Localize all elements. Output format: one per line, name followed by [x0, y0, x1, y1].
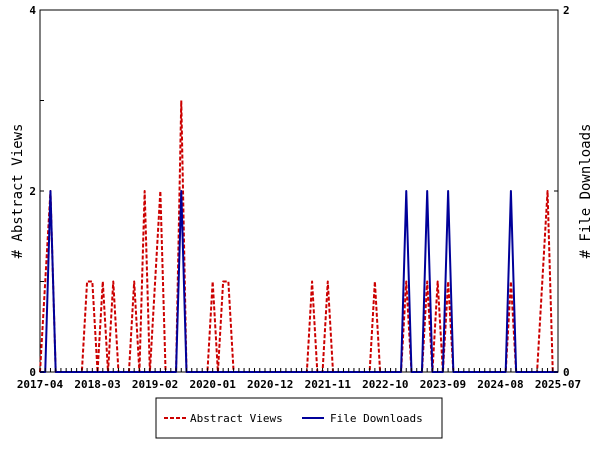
x-tick-label: 2020-12 — [247, 378, 293, 391]
x-tick-label: 2021-11 — [305, 378, 352, 391]
legend: Abstract Views File Downloads — [155, 397, 443, 439]
series-line-file-downloads — [40, 190, 558, 373]
legend-label-file-downloads: File Downloads — [330, 412, 423, 425]
y-tick-label-left: 0 — [29, 366, 36, 379]
y-tick-label-left: 2 — [29, 185, 36, 198]
x-tick-label: 2025-07 — [535, 378, 581, 391]
plot-area — [39, 9, 559, 373]
x-tick-label: 2019-02 — [132, 378, 178, 391]
y-tick-label-left: 4 — [29, 4, 36, 17]
y-axis-title-left: # Abstract Views — [10, 124, 26, 259]
y-tick-label-right: 0 — [563, 366, 570, 379]
x-tick-label: 2022-10 — [362, 378, 408, 391]
x-tick-label: 2020-01 — [189, 378, 236, 391]
series-layer — [39, 99, 558, 373]
x-tick-label: 2018-03 — [74, 378, 120, 391]
labels-layer: 2017-04 2018-03 2019-02 2020-01 2020-12 2021-… — [17, 4, 581, 391]
legend-label-abstract-views: Abstract Views — [190, 412, 283, 425]
x-tick-label: 2023-09 — [420, 378, 466, 391]
x-tick-label: 2024-08 — [477, 378, 523, 391]
y-tick-label-right: 2 — [563, 4, 570, 17]
legend-box — [155, 397, 443, 439]
ticks-layer — [39, 9, 559, 373]
y-axis-title-right: # File Downloads — [578, 124, 594, 259]
x-tick-label: 2017-04 — [17, 378, 64, 391]
